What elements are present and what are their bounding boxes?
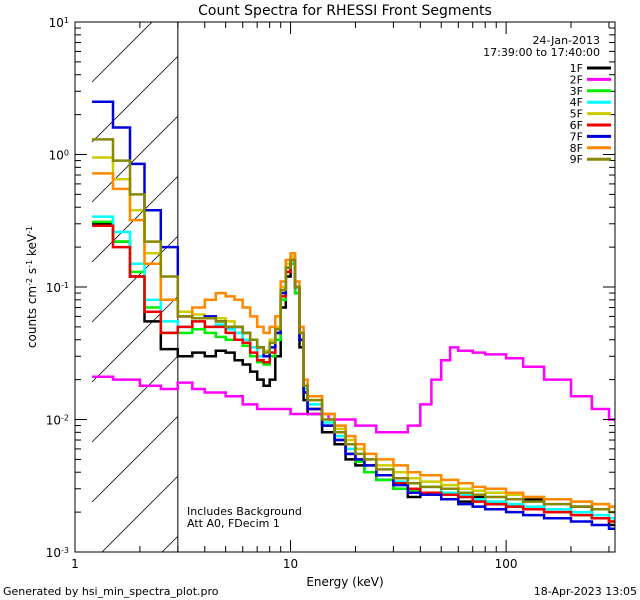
hatch-line — [91, 22, 153, 83]
hatch-line — [91, 415, 179, 503]
legend-label-1F: 1F — [570, 62, 583, 75]
legend-date: 24-Jan-2013 — [533, 34, 601, 47]
hatch-line — [92, 22, 93, 23]
series-layer — [92, 100, 615, 530]
legend-label-4F: 4F — [570, 96, 583, 109]
y-tick-label-exp: 1 — [64, 16, 69, 25]
y-axis-label: counts cm-2 s-1 keV-1 — [25, 226, 40, 348]
y-tick-label: 10-1 — [46, 281, 69, 296]
plot-frame — [74, 21, 616, 553]
y-tick-label-exp: -3 — [61, 546, 69, 555]
legend-label-8F: 8F — [570, 142, 583, 155]
hatch-line — [91, 295, 179, 383]
y-axis-label-part: s — [25, 268, 39, 278]
hatch-line — [91, 55, 179, 143]
legend-label-9F: 9F — [570, 153, 583, 166]
series-3F — [92, 220, 615, 523]
annotation-attenuator: Att A0, FDecim 1 — [187, 517, 280, 530]
series-9F — [92, 138, 615, 514]
y-tick-label-exp: 0 — [64, 148, 69, 157]
y-axis-label-part: keV — [25, 233, 39, 260]
x-tick-label: 1 — [71, 557, 79, 571]
hatch-line — [161, 535, 179, 552]
series-8F — [92, 172, 615, 508]
series-6F — [92, 224, 615, 523]
series-2F — [92, 346, 615, 434]
hatch-line — [91, 235, 179, 323]
legend-time-range: 17:39:00 to 17:40:00 — [483, 46, 600, 59]
legend-label-7F: 7F — [570, 130, 583, 143]
y-tick-label-base: 10 — [49, 16, 64, 30]
y-axis-label-exp: -2 — [25, 278, 34, 286]
y-axis-label-exp: -1 — [25, 226, 34, 234]
y-tick-label: 101 — [49, 16, 69, 31]
y-tick-label-base: 10 — [46, 546, 61, 560]
y-tick-label-exp: -1 — [61, 281, 69, 290]
y-tick-label-exp: -2 — [61, 413, 69, 422]
y-tick-label-base: 10 — [46, 414, 61, 428]
y-tick-label: 10-2 — [46, 413, 69, 428]
footer-timestamp: 18-Apr-2023 13:05 — [533, 585, 637, 598]
annotation-background: Includes Background — [187, 505, 302, 518]
series-1F — [92, 222, 615, 527]
y-axis-label-part: counts cm — [25, 286, 39, 348]
chart-title: Count Spectra for RHESSI Front Segments — [198, 3, 492, 19]
y-tick-label: 10-3 — [46, 546, 69, 561]
legend-label-3F: 3F — [570, 85, 583, 98]
x-tick-label: 100 — [495, 557, 518, 571]
hatch-line — [91, 115, 179, 203]
y-axis-label-exp: -1 — [25, 260, 34, 268]
plot-annotations: Includes Background Att A0, FDecim 1 — [187, 505, 302, 530]
legend: 24-Jan-2013 17:39:00 to 17:40:00 1F2F3F4… — [483, 34, 611, 166]
y-tick-label: 100 — [49, 148, 69, 163]
hatch-line — [101, 475, 179, 552]
x-tick-label: 10 — [283, 557, 298, 571]
x-axis-label: Energy (keV) — [306, 575, 383, 589]
hatch-line — [91, 355, 179, 443]
y-tick-label-base: 10 — [46, 281, 61, 295]
footer-generator: Generated by hsi_min_spectra_plot.pro — [3, 585, 219, 598]
legend-label-2F: 2F — [570, 73, 583, 86]
y-tick-label-base: 10 — [49, 149, 64, 163]
legend-label-5F: 5F — [570, 108, 583, 121]
legend-label-6F: 6F — [570, 119, 583, 132]
